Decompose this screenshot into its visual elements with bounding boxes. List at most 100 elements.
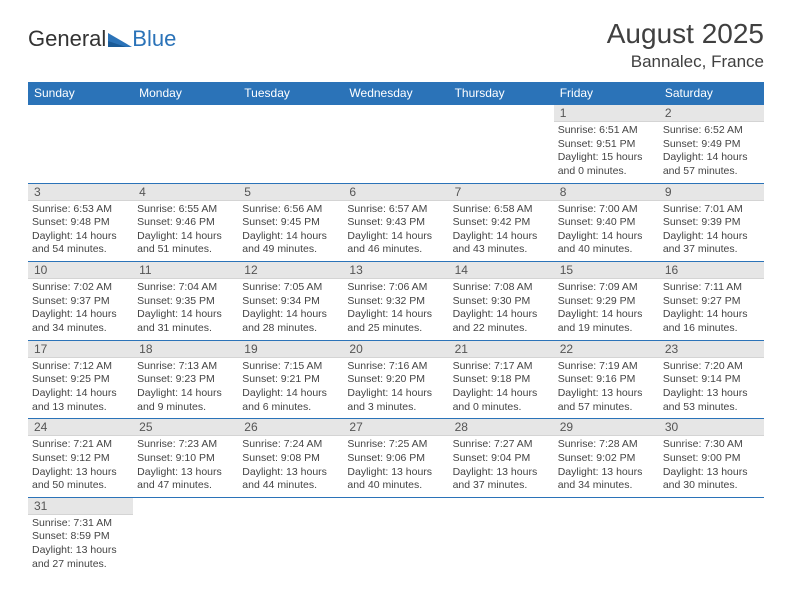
sunrise-line: Sunrise: 7:20 AM [663,360,760,374]
daylight-line: Daylight: 13 hours and 50 minutes. [32,466,129,493]
day-cell: 14Sunrise: 7:08 AMSunset: 9:30 PMDayligh… [449,262,554,341]
sunset-line: Sunset: 9:29 PM [558,295,655,309]
sunrise-line: Sunrise: 6:56 AM [242,203,339,217]
day-cell: 6Sunrise: 6:57 AMSunset: 9:43 PMDaylight… [343,183,448,262]
day-number: 13 [343,262,448,279]
sunset-line: Sunset: 9:12 PM [32,452,129,466]
day-number: 14 [449,262,554,279]
daylight-line: Daylight: 14 hours and 22 minutes. [453,308,550,335]
day-number: 11 [133,262,238,279]
empty-cell [449,105,554,184]
daylight-line: Daylight: 13 hours and 47 minutes. [137,466,234,493]
daylight-line: Daylight: 14 hours and 0 minutes. [453,387,550,414]
daylight-line: Daylight: 14 hours and 37 minutes. [663,230,760,257]
day-number: 6 [343,184,448,201]
day-details: Sunrise: 7:25 AMSunset: 9:06 PMDaylight:… [343,436,448,497]
sunrise-line: Sunrise: 7:06 AM [347,281,444,295]
sunset-line: Sunset: 9:00 PM [663,452,760,466]
empty-cell [659,497,764,575]
day-number: 15 [554,262,659,279]
dayname-thursday: Thursday [449,82,554,105]
day-cell: 17Sunrise: 7:12 AMSunset: 9:25 PMDayligh… [28,340,133,419]
day-details: Sunrise: 7:12 AMSunset: 9:25 PMDaylight:… [28,358,133,419]
day-details: Sunrise: 7:23 AMSunset: 9:10 PMDaylight:… [133,436,238,497]
sunrise-line: Sunrise: 7:11 AM [663,281,760,295]
sunrise-line: Sunrise: 7:09 AM [558,281,655,295]
daylight-line: Daylight: 14 hours and 49 minutes. [242,230,339,257]
daylight-line: Daylight: 14 hours and 19 minutes. [558,308,655,335]
day-details: Sunrise: 6:57 AMSunset: 9:43 PMDaylight:… [343,201,448,262]
day-details: Sunrise: 7:16 AMSunset: 9:20 PMDaylight:… [343,358,448,419]
day-details: Sunrise: 7:31 AMSunset: 8:59 PMDaylight:… [28,515,133,576]
day-number: 17 [28,341,133,358]
daylight-line: Daylight: 14 hours and 16 minutes. [663,308,760,335]
sunset-line: Sunset: 9:49 PM [663,138,760,152]
sunrise-line: Sunrise: 7:30 AM [663,438,760,452]
dayname-sunday: Sunday [28,82,133,105]
dayname-row: SundayMondayTuesdayWednesdayThursdayFrid… [28,82,764,105]
day-cell: 24Sunrise: 7:21 AMSunset: 9:12 PMDayligh… [28,419,133,498]
logo-text-general: General [28,26,106,52]
day-number: 2 [659,105,764,122]
day-details: Sunrise: 7:05 AMSunset: 9:34 PMDaylight:… [238,279,343,340]
sunset-line: Sunset: 9:14 PM [663,373,760,387]
daylight-line: Daylight: 14 hours and 43 minutes. [453,230,550,257]
dayname-tuesday: Tuesday [238,82,343,105]
day-details: Sunrise: 7:09 AMSunset: 9:29 PMDaylight:… [554,279,659,340]
daylight-line: Daylight: 14 hours and 9 minutes. [137,387,234,414]
sunrise-line: Sunrise: 7:23 AM [137,438,234,452]
sunset-line: Sunset: 9:10 PM [137,452,234,466]
sunrise-line: Sunrise: 6:52 AM [663,124,760,138]
day-cell: 19Sunrise: 7:15 AMSunset: 9:21 PMDayligh… [238,340,343,419]
empty-cell [343,497,448,575]
day-number: 24 [28,419,133,436]
sunset-line: Sunset: 9:51 PM [558,138,655,152]
sunset-line: Sunset: 9:42 PM [453,216,550,230]
daylight-line: Daylight: 14 hours and 3 minutes. [347,387,444,414]
day-number: 5 [238,184,343,201]
day-number: 29 [554,419,659,436]
sunrise-line: Sunrise: 7:01 AM [663,203,760,217]
day-cell: 18Sunrise: 7:13 AMSunset: 9:23 PMDayligh… [133,340,238,419]
empty-cell [449,497,554,575]
sunrise-line: Sunrise: 7:21 AM [32,438,129,452]
day-details: Sunrise: 7:30 AMSunset: 9:00 PMDaylight:… [659,436,764,497]
daylight-line: Daylight: 15 hours and 0 minutes. [558,151,655,178]
sunrise-line: Sunrise: 6:55 AM [137,203,234,217]
sunset-line: Sunset: 9:20 PM [347,373,444,387]
day-cell: 16Sunrise: 7:11 AMSunset: 9:27 PMDayligh… [659,262,764,341]
sunrise-line: Sunrise: 7:28 AM [558,438,655,452]
day-number: 31 [28,498,133,515]
day-number: 28 [449,419,554,436]
sunset-line: Sunset: 9:25 PM [32,373,129,387]
sunrise-line: Sunrise: 6:58 AM [453,203,550,217]
sunset-line: Sunset: 9:43 PM [347,216,444,230]
sunset-line: Sunset: 9:45 PM [242,216,339,230]
sunset-line: Sunset: 9:16 PM [558,373,655,387]
daylight-line: Daylight: 13 hours and 30 minutes. [663,466,760,493]
sunrise-line: Sunrise: 7:05 AM [242,281,339,295]
day-details: Sunrise: 7:24 AMSunset: 9:08 PMDaylight:… [238,436,343,497]
dayname-monday: Monday [133,82,238,105]
day-details: Sunrise: 7:02 AMSunset: 9:37 PMDaylight:… [28,279,133,340]
dayname-friday: Friday [554,82,659,105]
day-cell: 25Sunrise: 7:23 AMSunset: 9:10 PMDayligh… [133,419,238,498]
daylight-line: Daylight: 14 hours and 34 minutes. [32,308,129,335]
empty-cell [133,497,238,575]
day-cell: 13Sunrise: 7:06 AMSunset: 9:32 PMDayligh… [343,262,448,341]
day-details: Sunrise: 7:21 AMSunset: 9:12 PMDaylight:… [28,436,133,497]
sunrise-line: Sunrise: 7:08 AM [453,281,550,295]
day-number: 4 [133,184,238,201]
daylight-line: Daylight: 14 hours and 13 minutes. [32,387,129,414]
week-row: 1Sunrise: 6:51 AMSunset: 9:51 PMDaylight… [28,105,764,184]
sunset-line: Sunset: 9:27 PM [663,295,760,309]
dayname-wednesday: Wednesday [343,82,448,105]
day-details: Sunrise: 7:28 AMSunset: 9:02 PMDaylight:… [554,436,659,497]
day-cell: 30Sunrise: 7:30 AMSunset: 9:00 PMDayligh… [659,419,764,498]
day-cell: 5 Sunrise: 6:56 AMSunset: 9:45 PMDaylight… [238,183,343,262]
daylight-line: Daylight: 13 hours and 40 minutes. [347,466,444,493]
day-details: Sunrise: 6:53 AMSunset: 9:48 PMDaylight:… [28,201,133,262]
empty-cell [238,497,343,575]
sunrise-line: Sunrise: 7:15 AM [242,360,339,374]
sunset-line: Sunset: 9:37 PM [32,295,129,309]
